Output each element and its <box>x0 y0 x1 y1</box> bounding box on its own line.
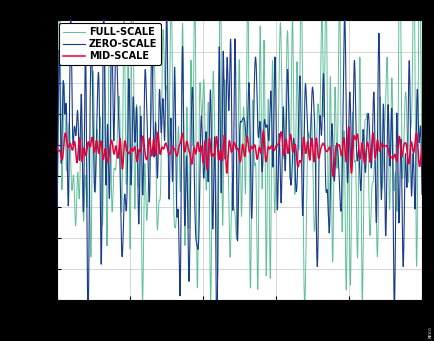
Text: REV.0: REV.0 <box>428 326 432 338</box>
FULL-SCALE <box>408 118 413 122</box>
ZERO-SCALE <box>408 194 413 198</box>
ZERO-SCALE <box>418 192 424 196</box>
X-axis label: TIME (Seconds): TIME (Seconds) <box>194 318 284 328</box>
ZERO-SCALE <box>231 52 237 56</box>
MID-SCALE <box>54 145 59 149</box>
Line: MID-SCALE: MID-SCALE <box>56 127 421 177</box>
FULL-SCALE <box>231 209 237 213</box>
ZERO-SCALE <box>222 153 227 157</box>
FULL-SCALE <box>418 175 424 179</box>
FULL-SCALE <box>341 153 346 157</box>
FULL-SCALE <box>72 218 78 222</box>
MID-SCALE <box>221 134 227 138</box>
ZERO-SCALE <box>341 14 346 18</box>
FULL-SCALE <box>302 303 307 307</box>
MID-SCALE <box>330 175 335 179</box>
FULL-SCALE <box>408 113 413 117</box>
ZERO-SCALE <box>214 340 219 341</box>
MID-SCALE <box>408 140 413 145</box>
MID-SCALE <box>418 146 424 150</box>
ZERO-SCALE <box>72 129 78 133</box>
Y-axis label: OUTPUT VOLTAGE (µV): OUTPUT VOLTAGE (µV) <box>20 103 29 218</box>
MID-SCALE <box>408 140 413 144</box>
MID-SCALE <box>341 139 346 143</box>
ZERO-SCALE <box>54 200 59 204</box>
MID-SCALE <box>345 125 350 129</box>
Line: FULL-SCALE: FULL-SCALE <box>56 0 421 305</box>
MID-SCALE <box>72 143 78 147</box>
ZERO-SCALE <box>101 5 106 9</box>
Line: ZERO-SCALE: ZERO-SCALE <box>56 7 421 341</box>
FULL-SCALE <box>222 78 227 82</box>
ZERO-SCALE <box>408 193 413 197</box>
FULL-SCALE <box>54 188 59 192</box>
Legend: FULL-SCALE, ZERO-SCALE, MID-SCALE: FULL-SCALE, ZERO-SCALE, MID-SCALE <box>59 24 161 65</box>
MID-SCALE <box>231 140 236 144</box>
